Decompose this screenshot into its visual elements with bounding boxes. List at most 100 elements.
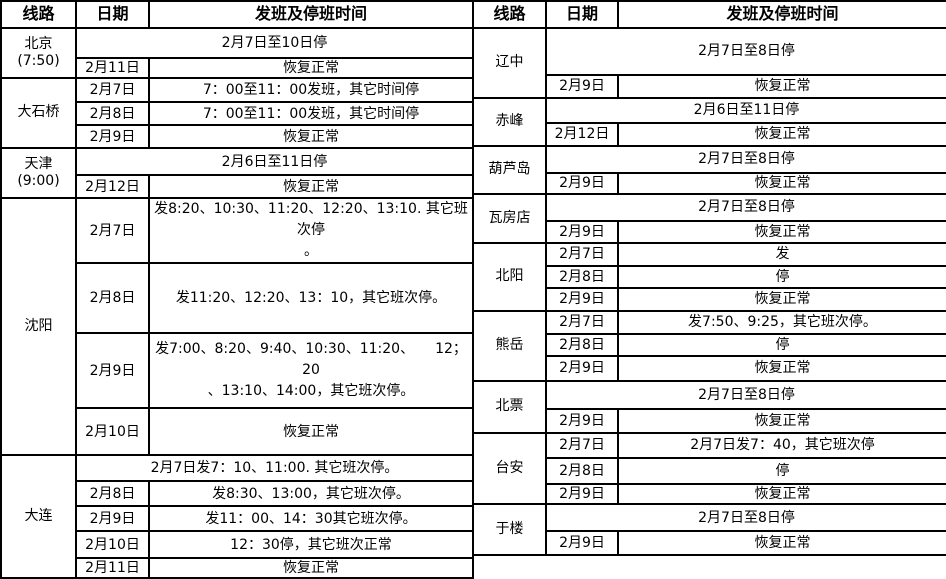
date-cell: 2月7日 (545, 432, 619, 459)
time-cell: 恢复正常 (617, 172, 946, 195)
date-cell: 2月8日 (545, 333, 619, 357)
date-cell: 2月11日 (75, 557, 150, 579)
time-cell: 发7:50、9:25，其它班次停。 (617, 310, 946, 335)
time-cell: 恢复正常 (617, 530, 946, 557)
date-cell: 2月7日 (545, 310, 619, 335)
date-cell: 2月7日 (545, 242, 619, 267)
time-cell-merged: 2月7日至10日停 (75, 27, 474, 59)
time-cell-merged: 2月7日至8日停 (545, 145, 946, 174)
time-cell: 恢复正常 (617, 355, 946, 382)
time-cell: 12：30停，其它班次正常 (148, 530, 474, 560)
route-cell-wafangdian: 瓦房店 (472, 193, 547, 244)
date-cell: 2月8日 (75, 480, 150, 508)
time-cell-merged: 2月7日至8日停 (545, 503, 946, 533)
time-cell: 恢复正常 (148, 557, 474, 579)
time-cell-merged: 2月7日发7：10、11:00. 其它班次停。 (75, 454, 474, 483)
time-cell: 恢复正常 (617, 122, 946, 147)
time-cell: 发8:30、13:00，其它班次停。 (148, 480, 474, 508)
time-cell: 恢复正常 (617, 287, 946, 312)
date-cell: 2月7日 (75, 77, 150, 104)
date-cell: 2月9日 (75, 505, 150, 533)
header-time: 发班及停班时间 (148, 0, 474, 29)
date-cell: 2月12日 (75, 174, 150, 200)
time-cell-merged: 2月6日至11日停 (545, 97, 946, 124)
route-name: 葫芦岛 (488, 161, 531, 178)
time-cell: 恢复正常 (617, 74, 946, 99)
schedule-table-right: 线路 日期 发班及停班时间 辽中 2月7日至8日停 2月9日 恢复正常 赤峰 2… (472, 0, 946, 557)
date-cell: 2月9日 (75, 332, 150, 410)
route-name: 大石桥 (17, 104, 60, 121)
header-route: 线路 (472, 0, 547, 29)
date-cell: 2月9日 (545, 482, 619, 506)
route-name: 熊岳 (495, 337, 524, 354)
route-cell-beipiao: 北票 (472, 380, 547, 434)
date-cell: 2月12日 (545, 122, 619, 147)
route-name: 北京 (24, 35, 53, 52)
time-cell: 恢复正常 (617, 408, 946, 434)
route-cell-dalian: 大连 (0, 454, 77, 579)
time-cell: 2月7日发7：40，其它班次停 (617, 432, 946, 459)
route-name: 台安 (495, 459, 524, 476)
route-name: 天津 (24, 155, 53, 172)
route-name: 于楼 (495, 520, 524, 537)
route-cell-chifeng: 赤峰 (472, 97, 547, 147)
time-cell: 7：00至11：00发班，其它时间停 (148, 101, 474, 127)
route-name: 沈阳 (24, 317, 53, 334)
route-cell-yulou: 于楼 (472, 503, 547, 557)
time-cell-merged: 2月7日至8日停 (545, 193, 946, 222)
schedule-table-left: 线路 日期 发班及停班时间 北京 (7:50) 2月7日至10日停 2月11日 … (0, 0, 474, 579)
time-cell: 停 (617, 457, 946, 485)
route-cell-taian: 台安 (472, 431, 547, 506)
time-cell: 停 (617, 333, 946, 357)
date-cell: 2月9日 (545, 287, 619, 312)
time-cell: 恢复正常 (617, 220, 946, 244)
route-departure-time: (9:00) (17, 173, 60, 190)
date-cell: 2月11日 (75, 56, 150, 80)
route-name: 大连 (24, 508, 53, 525)
route-name: 辽中 (495, 54, 524, 71)
date-cell: 2月9日 (545, 74, 619, 99)
route-cell-beijing: 北京 (7:50) (0, 26, 77, 80)
header-date: 日期 (75, 0, 150, 29)
route-cell-dashiqiao: 大石桥 (0, 77, 77, 150)
time-cell: 恢复正常 (148, 174, 474, 200)
time-cell: 恢复正常 (617, 482, 946, 506)
time-cell: 恢复正常 (148, 124, 474, 150)
date-cell: 2月10日 (75, 407, 150, 457)
header-time: 发班及停班时间 (617, 0, 946, 29)
date-cell: 2月7日 (75, 197, 150, 265)
route-name: 瓦房店 (488, 209, 531, 226)
time-cell: 发11：00、14：30其它班次停。 (148, 505, 474, 533)
route-cell-tianjin: 天津 (9:00) (0, 147, 77, 200)
date-cell: 2月8日 (75, 262, 150, 335)
date-cell: 2月9日 (545, 355, 619, 382)
route-departure-time: (7:50) (17, 53, 60, 70)
time-cell: 发7:00、8:20、9:40、10:30、11:20、 12；20 、13:1… (148, 332, 474, 410)
route-cell-shenyang: 沈阳 (0, 197, 77, 457)
date-cell: 2月9日 (545, 220, 619, 244)
date-cell: 2月9日 (545, 530, 619, 557)
route-cell-huludao: 葫芦岛 (472, 145, 547, 195)
time-cell: 恢复正常 (148, 56, 474, 80)
time-cell: 发8:20、10:30、11:20、12:20、13:10. 其它班次停 。 (148, 197, 474, 265)
time-cell: 恢复正常 (148, 407, 474, 457)
time-cell-merged: 2月7日至8日停 (545, 380, 946, 410)
time-cell-merged: 2月6日至11日停 (75, 147, 474, 177)
date-cell: 2月8日 (75, 101, 150, 127)
date-cell: 2月9日 (545, 408, 619, 434)
header-date: 日期 (545, 0, 619, 29)
date-cell: 2月9日 (545, 172, 619, 195)
route-cell-liaozhong: 辽中 (472, 27, 547, 99)
time-cell: 发11:20、12:20、13：10，其它班次停。 (148, 262, 474, 335)
time-cell-merged: 2月7日至8日停 (545, 27, 946, 76)
date-cell: 2月10日 (75, 530, 150, 560)
route-cell-beiyang: 北阳 (472, 242, 547, 312)
header-route: 线路 (0, 0, 77, 29)
route-name: 北阳 (495, 268, 524, 285)
route-name: 赤峰 (495, 113, 524, 130)
route-cell-xiongyue: 熊岳 (472, 310, 547, 382)
date-cell: 2月9日 (75, 124, 150, 150)
time-cell: 停 (617, 265, 946, 289)
date-cell: 2月8日 (545, 457, 619, 485)
